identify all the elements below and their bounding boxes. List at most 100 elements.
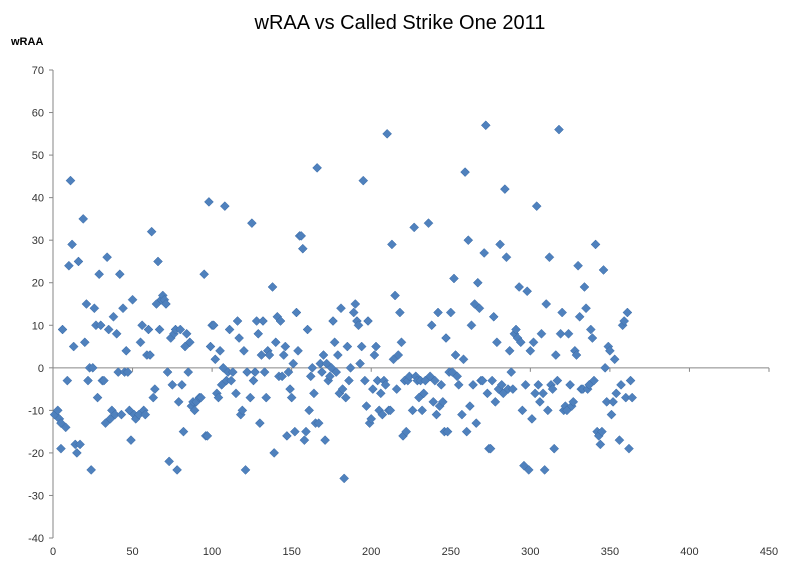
data-point	[447, 367, 458, 377]
data-point	[65, 175, 76, 186]
data-point	[205, 341, 216, 352]
data-point	[452, 371, 462, 382]
data-point	[466, 320, 477, 331]
data-point	[568, 397, 579, 407]
data-point	[86, 465, 97, 475]
data-point	[78, 214, 89, 224]
data-point	[329, 337, 340, 348]
data-point	[247, 218, 257, 229]
data-point	[342, 341, 353, 352]
data-point	[457, 409, 467, 420]
data-point	[423, 218, 434, 229]
data-point	[549, 443, 560, 454]
data-point	[269, 448, 280, 458]
data-point	[164, 456, 175, 467]
y-tick-label: -30	[28, 490, 44, 502]
data-point	[344, 375, 354, 386]
y-tick-label: -40	[28, 533, 44, 545]
data-point	[275, 316, 286, 326]
data-point	[555, 328, 566, 339]
data-points	[49, 120, 638, 484]
x-tick-label: 150	[282, 546, 300, 558]
data-point	[256, 350, 267, 360]
data-point	[72, 448, 82, 458]
data-point	[616, 379, 626, 390]
data-point	[301, 426, 311, 437]
data-point	[436, 379, 447, 390]
data-point	[321, 358, 332, 369]
data-point	[590, 239, 601, 250]
data-point	[487, 375, 498, 386]
data-point	[296, 231, 307, 241]
data-point	[608, 397, 618, 407]
data-point	[234, 333, 245, 343]
data-point	[289, 426, 300, 437]
x-tick-label: 50	[126, 546, 138, 558]
data-point	[227, 367, 238, 377]
data-point	[485, 443, 496, 454]
data-point	[404, 371, 415, 382]
y-tick-label: 70	[32, 65, 44, 77]
data-point	[538, 388, 548, 399]
data-point	[458, 354, 469, 365]
data-point	[496, 379, 507, 390]
data-point	[177, 379, 187, 390]
data-point	[390, 290, 400, 301]
data-point	[492, 337, 502, 348]
data-point	[162, 367, 173, 377]
data-point	[393, 350, 404, 360]
data-point	[501, 252, 512, 263]
data-point	[625, 375, 636, 386]
data-point	[309, 388, 319, 399]
data-point	[522, 286, 533, 297]
data-point	[291, 307, 302, 318]
data-point	[305, 371, 316, 382]
y-axis-label: wRAA	[10, 36, 43, 48]
x-tick-label: 0	[50, 546, 56, 558]
data-point	[366, 414, 377, 424]
data-point	[622, 307, 633, 318]
data-point	[60, 422, 71, 433]
data-point	[183, 367, 194, 377]
data-point	[204, 197, 214, 207]
data-point	[571, 350, 582, 360]
data-point	[79, 337, 90, 348]
data-point	[514, 282, 525, 292]
data-point	[369, 350, 380, 360]
data-point	[585, 324, 596, 335]
data-point	[442, 426, 453, 437]
data-point	[528, 337, 539, 348]
data-point	[461, 426, 472, 437]
data-point	[353, 320, 364, 331]
data-point	[535, 397, 545, 407]
data-point	[573, 260, 583, 271]
data-point	[116, 409, 127, 420]
data-point	[258, 316, 268, 326]
data-point	[135, 337, 146, 348]
data-point	[482, 388, 493, 399]
data-point	[261, 392, 272, 403]
data-point	[536, 328, 547, 339]
y-tick-label: 60	[32, 108, 44, 120]
data-point	[143, 324, 154, 335]
data-point	[385, 405, 396, 416]
data-point	[525, 345, 536, 356]
data-point	[441, 333, 451, 343]
data-point	[178, 426, 189, 437]
data-point	[94, 269, 104, 280]
data-point	[253, 328, 264, 339]
data-point	[240, 465, 251, 475]
data-point	[331, 367, 342, 377]
data-point	[453, 379, 464, 390]
data-point	[75, 439, 85, 450]
data-point	[304, 405, 315, 416]
data-point	[445, 307, 456, 318]
data-point	[215, 345, 225, 356]
data-point	[598, 265, 609, 275]
data-point	[282, 431, 292, 441]
data-point	[541, 299, 552, 309]
data-point	[92, 392, 103, 403]
y-tick-label: 0	[38, 363, 44, 375]
data-point	[601, 397, 612, 407]
y-tick-label: 30	[32, 235, 44, 247]
